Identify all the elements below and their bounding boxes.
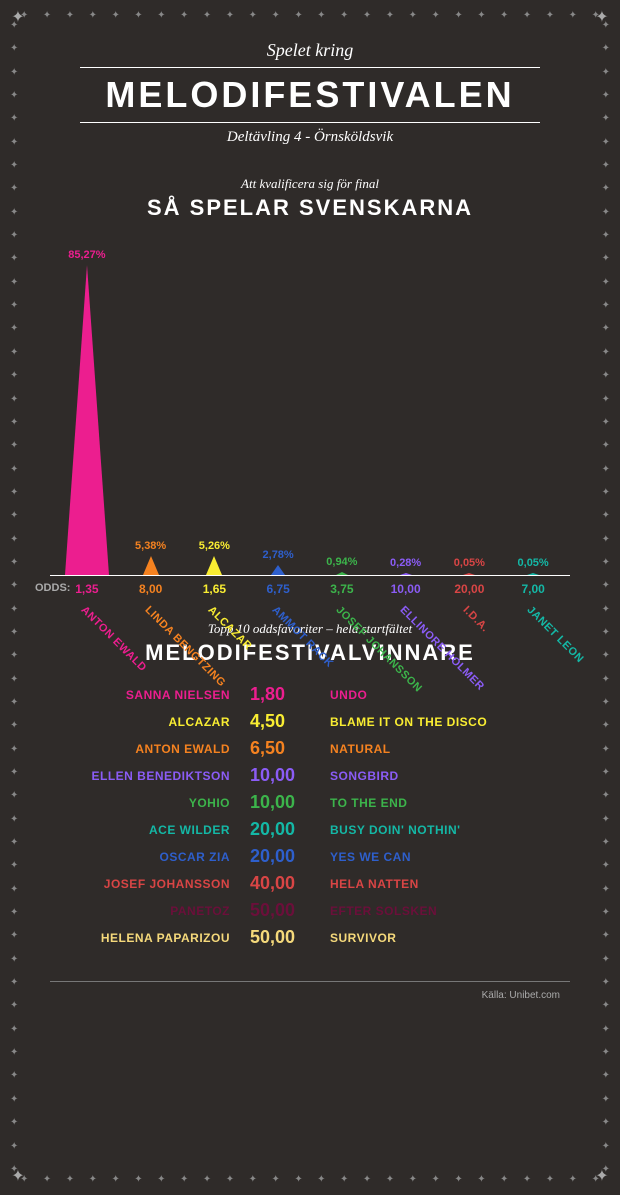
chart-bar: 5,26%	[183, 540, 247, 575]
footer-divider	[50, 981, 570, 982]
winner-song: YES WE CAN	[320, 850, 530, 864]
chart-bar: 0,05%	[438, 557, 502, 575]
odds-row: ODDS: 1,358,001,656,753,7510,0020,007,00	[50, 582, 570, 596]
pct-label: 5,26%	[199, 540, 230, 552]
triangle-bar	[143, 556, 159, 575]
triangle-bar	[336, 572, 348, 575]
winner-artist: YOHIO	[90, 796, 250, 810]
artist-name-cell: ALCAZAR	[183, 604, 247, 704]
winner-song: SURVIVOR	[320, 931, 530, 945]
table-row: ACE WILDER20,00BUSY DOIN' NOTHIN'	[90, 816, 530, 843]
header-rule-top	[80, 67, 540, 68]
header-subtitle: Deltävling 4 - Örnsköldsvik	[50, 129, 570, 146]
source-text: Källa: Unibet.com	[50, 990, 570, 1001]
odds-value: 3,75	[310, 582, 374, 596]
table-row: OSCAR ZIA20,00YES WE CAN	[90, 843, 530, 870]
pct-label: 0,28%	[390, 557, 421, 569]
artist-name: JANET LEON	[525, 604, 586, 665]
header-pretitle: Spelet kring	[50, 40, 570, 61]
winner-artist: HELENA PAPARIZOU	[90, 931, 250, 945]
pct-label: 0,94%	[326, 556, 357, 568]
winner-song: BUSY DOIN' NOTHIN'	[320, 823, 530, 837]
winner-song: SONGBIRD	[320, 769, 530, 783]
winner-song: HELA NATTEN	[320, 877, 530, 891]
pct-label: 2,78%	[263, 549, 294, 561]
winner-artist: ALCAZAR	[90, 715, 250, 729]
betting-chart: 85,27% 5,38% 5,26% 2,78% 0,94% 0,28% 0,05% 0,05…	[50, 236, 570, 596]
winner-odds: 50,00	[250, 900, 320, 921]
winner-odds: 6,50	[250, 738, 320, 759]
triangle-bar	[463, 573, 475, 575]
chart-bar: 5,38%	[119, 540, 183, 575]
winner-odds: 40,00	[250, 873, 320, 894]
winner-artist: ACE WILDER	[90, 823, 250, 837]
winners-table: SANNA NIELSEN1,80UNDOALCAZAR4,50BLAME IT…	[90, 681, 530, 951]
table-row: ALCAZAR4,50BLAME IT ON THE DISCO	[90, 708, 530, 735]
chart-bar: 0,94%	[310, 556, 374, 575]
header-rule-bottom	[80, 122, 540, 123]
odds-value: 10,00	[374, 582, 438, 596]
table-row: ELLEN BENEDIKTSON10,00SONGBIRD	[90, 762, 530, 789]
chart-bar: 85,27%	[55, 249, 119, 575]
chart-section-head: Att kvalificera sig för final SÅ SPELAR …	[50, 176, 570, 221]
winner-artist: PANETOZ	[90, 904, 250, 918]
chart-bar: 2,78%	[246, 549, 310, 575]
winner-artist: OSCAR ZIA	[90, 850, 250, 864]
odds-value: 20,00	[438, 582, 502, 596]
triangle-bar	[271, 565, 285, 575]
artist-name-cell: JANET LEON	[501, 604, 565, 704]
winner-odds: 20,00	[250, 846, 320, 867]
winner-song: TO THE END	[320, 796, 530, 810]
triangle-bar	[65, 265, 109, 575]
chart-area: 85,27% 5,38% 5,26% 2,78% 0,94% 0,28% 0,05% 0,05…	[50, 236, 570, 576]
winner-odds: 50,00	[250, 927, 320, 948]
artist-name-cell: LINDA BENGTZING	[119, 604, 183, 704]
winner-artist: ANTON EWALD	[90, 742, 250, 756]
chart-title: SÅ SPELAR SVENSKARNA	[50, 195, 570, 221]
winner-song: NATURAL	[320, 742, 530, 756]
header-title: MELODIFESTIVALEN	[50, 74, 570, 116]
pct-label: 0,05%	[454, 557, 485, 569]
artist-name-cell: ANTON EWALD	[55, 604, 119, 704]
odds-value: 8,00	[119, 582, 183, 596]
pct-label: 0,05%	[518, 557, 549, 569]
artist-name-cell: JOSEF JOHANSSON	[310, 604, 374, 704]
odds-value: 6,75	[246, 582, 310, 596]
table-row: ANTON EWALD6,50NATURAL	[90, 735, 530, 762]
winner-odds: 10,00	[250, 765, 320, 786]
chart-subtitle: Att kvalificera sig för final	[50, 176, 570, 192]
table-row: YOHIO10,00TO THE END	[90, 789, 530, 816]
winner-odds: 20,00	[250, 819, 320, 840]
artist-name-cell: ELLINORE HOLMER	[374, 604, 438, 704]
artist-name-cell: AMMOT RACK	[246, 604, 310, 704]
odds-value: 7,00	[501, 582, 565, 596]
chart-bar: 0,05%	[501, 557, 565, 575]
name-row: ANTON EWALDLINDA BENGTZINGALCAZARAMMOT R…	[50, 604, 570, 704]
table-row: JOSEF JOHANSSON40,00HELA NATTEN	[90, 870, 530, 897]
star-border-bottom: ✦✦✦✦✦✦✦✦✦✦✦✦✦✦✦✦✦✦✦✦✦✦✦✦✦✦	[20, 1174, 600, 1185]
winner-odds: 4,50	[250, 711, 320, 732]
winner-song: BLAME IT ON THE DISCO	[320, 715, 530, 729]
chart-bar: 0,28%	[374, 557, 438, 575]
pct-label: 5,38%	[135, 540, 166, 552]
artist-name-cell: I.D.A.	[438, 604, 502, 704]
winner-song: EFTER SOLSKEN	[320, 904, 530, 918]
artist-name: I.D.A.	[461, 604, 491, 634]
pct-label: 85,27%	[68, 249, 105, 261]
triangle-bar	[400, 573, 412, 575]
winner-odds: 10,00	[250, 792, 320, 813]
odds-value: 1,65	[183, 582, 247, 596]
triangle-bar	[527, 573, 539, 575]
table-row: HELENA PAPARIZOU50,00SURVIVOR	[90, 924, 530, 951]
odds-label: ODDS:	[35, 582, 70, 594]
header: Spelet kring MELODIFESTIVALEN Deltävling…	[50, 40, 570, 146]
table-row: PANETOZ50,00EFTER SOLSKEN	[90, 897, 530, 924]
triangle-bar	[206, 556, 222, 575]
winner-artist: JOSEF JOHANSSON	[90, 877, 250, 891]
winner-artist: ELLEN BENEDIKTSON	[90, 769, 250, 783]
